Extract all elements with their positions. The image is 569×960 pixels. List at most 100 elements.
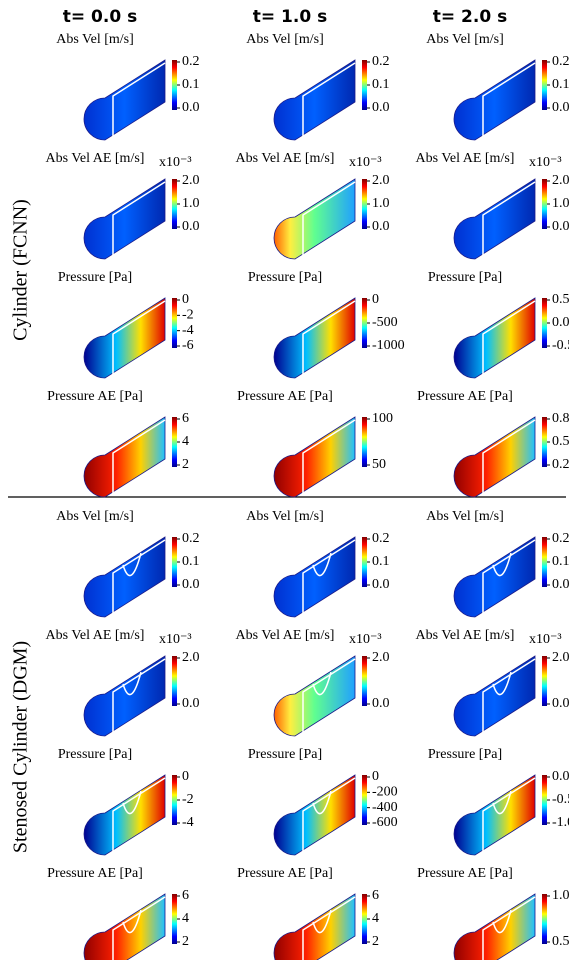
colorbar-tick-label: 2 [182,934,189,949]
cylinder [83,536,166,618]
cylinder [273,59,356,141]
cylinder-edge [482,300,536,374]
colorbar-tick-label: 100 [372,411,393,426]
cylinder-edge [302,658,356,732]
colorbar [542,537,547,587]
colorbar-tick-label: 0 [182,292,189,307]
cylinder [83,655,166,737]
colorbar-tick-label: 0.1 [372,77,390,92]
colorbar-tick-label: 0 [372,769,379,784]
colorbar-tick-label: 0.0 [552,100,569,115]
panel-title: Abs Vel AE [m/s] [46,628,145,643]
colorbar [362,179,367,229]
colorbar-tick-label: -1.0 [552,815,569,830]
cylinder [273,655,356,737]
stenosis [122,909,142,934]
colorbar [172,775,177,825]
colorbar-tick-label: 2.0 [552,173,569,188]
colorbar [542,656,547,706]
colorbar-tick-label: 0.0 [552,577,569,592]
cylinder-edge [112,62,166,136]
colorbar-tick-label: -6 [182,338,194,353]
cylinder [83,416,166,498]
cylinder-edge [482,539,536,613]
colorbar [172,894,177,944]
stenosis [312,790,332,815]
cylinder-edge [302,419,356,493]
colorbar-tick-label: 0.5 [552,934,569,949]
colorbar-tick-label: 6 [182,888,189,903]
exponent: x10⁻³ [529,155,562,170]
colorbar [542,60,547,110]
colorbar-tick-label: 0.2 [552,457,569,472]
stenosis [122,671,142,696]
colorbar-tick-label: 0.1 [552,77,569,92]
colorbar-tick-label: 0.0 [372,696,390,711]
stenosis [312,552,332,577]
colorbar-tick-label: 0.2 [182,54,200,69]
colorbar-tick-label: 0.1 [372,554,390,569]
colorbar-tick-label: 0.2 [372,531,390,546]
colorbar-tick-label: 4 [182,911,189,926]
group-label: Cylinder (FCNN) [10,199,32,341]
colorbar-tick-label: -400 [372,800,398,815]
colorbar-tick-label: -500 [372,315,398,330]
panel-title: Pressure [Pa] [428,747,502,762]
panel-title: Pressure AE [Pa] [47,866,143,881]
colorbar-tick-label: 1.0 [372,196,390,211]
colorbar-tick-label: -4 [182,323,194,338]
exponent: x10⁻³ [349,155,382,170]
colorbar-tick-label: -0.5 [552,338,569,353]
colorbar [362,894,367,944]
panel-title: Pressure [Pa] [58,747,132,762]
cylinder-edge [302,539,356,613]
cylinder [83,774,166,856]
panel-title: Abs Vel AE [m/s] [416,628,515,643]
colorbar-tick-label: -2 [182,792,194,807]
cylinder-edge [482,181,536,255]
cylinder [273,774,356,856]
colorbar-tick-label: 2 [182,457,189,472]
panel-title: Pressure [Pa] [248,270,322,285]
cylinder-edge [112,777,166,851]
colorbar-tick-label: 1.0 [552,196,569,211]
colorbar-tick-label: 1.0 [182,196,200,211]
colorbar-tick-label: 0.1 [552,554,569,569]
colorbar-tick-label: 0.2 [372,54,390,69]
cylinder-edge [112,300,166,374]
colorbar [362,775,367,825]
cylinder-edge [302,777,356,851]
cylinder-edge [302,300,356,374]
panel-title: Pressure AE [Pa] [417,866,513,881]
cylinder [453,416,536,498]
colorbar [542,894,547,944]
panel-title: Pressure AE [Pa] [417,389,513,404]
stenosis [312,909,332,934]
cylinder [273,178,356,260]
cylinder-edge [482,419,536,493]
colorbar-tick-label: 0.0 [372,577,390,592]
colorbar-tick-label: 0.0 [372,219,390,234]
panel-title: Abs Vel [m/s] [56,32,134,47]
cylinder [83,59,166,141]
colorbar-tick-label: 4 [372,911,379,926]
colorbar [172,537,177,587]
colorbar-tick-label: 0.8 [552,411,569,426]
cylinder-edge [302,181,356,255]
colorbar-tick-label: 0.0 [182,577,200,592]
colorbar-tick-label: 2.0 [552,650,569,665]
panel-title: Abs Vel [m/s] [56,509,134,524]
panel-title: Abs Vel [m/s] [246,32,324,47]
colorbar-tick-label: 0.0 [182,100,200,115]
exponent: x10⁻³ [159,155,192,170]
panel-title: Abs Vel AE [m/s] [236,151,335,166]
colorbar-tick-label: 2.0 [182,173,200,188]
colorbar-tick-label: 4 [182,434,189,449]
panel-title: Pressure [Pa] [58,270,132,285]
colorbar-tick-label: 2 [372,934,379,949]
cylinder-edge [112,896,166,960]
colorbar-tick-label: 50 [372,457,386,472]
stenosis [492,909,512,934]
cylinder [453,536,536,618]
